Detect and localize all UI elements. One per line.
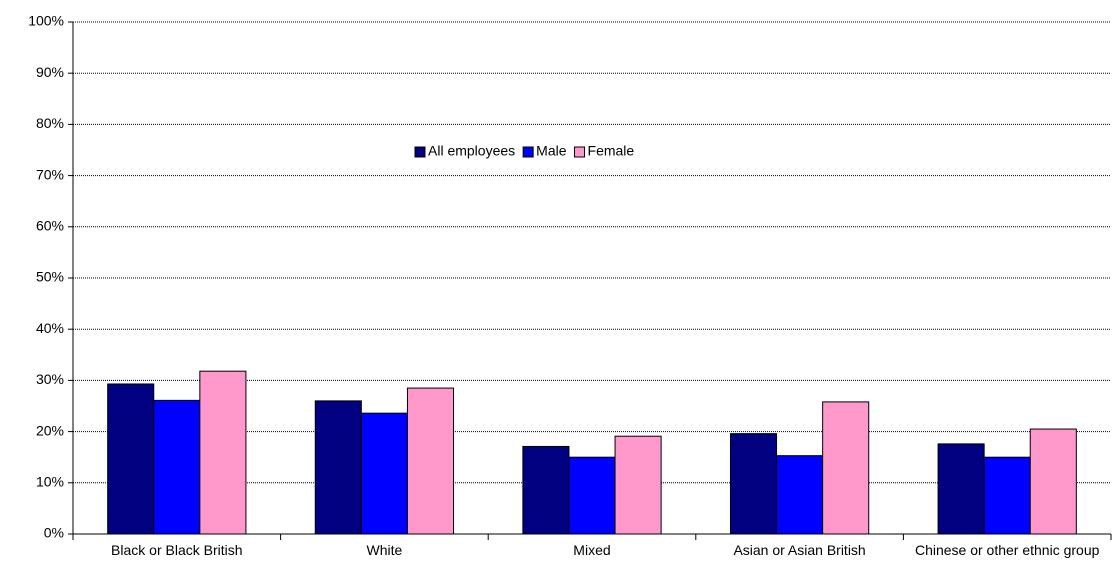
x-tick-label: Black or Black British [111,542,243,558]
x-tick-label: Asian or Asian British [733,542,866,558]
bar [406,387,455,535]
y-tick-label: 80% [36,115,64,131]
bar [360,412,408,535]
bar [199,370,247,535]
legend: All employees Male Female [414,143,635,159]
bar [153,399,201,535]
bar [822,401,870,535]
legend-label: Male [536,143,567,159]
legend-swatch [414,146,426,158]
bar [107,383,155,535]
bar [522,445,570,535]
bar [1029,428,1077,535]
x-tick-label: Mixed [573,542,611,558]
y-tick-label: 50% [36,269,64,285]
legend-label: Female [588,143,635,159]
y-tick-label: 100% [28,13,64,29]
y-tick-label: 30% [36,371,64,387]
y-tick-label: 70% [36,166,64,182]
bar [614,435,662,535]
legend-label: All employees [428,143,515,159]
x-tick-label: White [366,542,403,558]
legend-swatch [522,146,534,158]
y-tick-label: 10% [36,474,64,490]
bar [983,456,1031,535]
bar [314,400,362,535]
y-tick-label: 0% [44,525,64,541]
y-tick-label: 40% [36,320,64,336]
y-tick-label: 90% [36,64,64,80]
y-tick-label: 20% [36,422,64,438]
bar [937,443,985,535]
y-tick-label: 60% [36,218,64,234]
bar [776,455,824,535]
x-tick-label: Chinese or other ethnic group [914,542,1100,558]
bar [729,433,778,535]
bar [568,456,616,535]
legend-swatch [574,146,586,158]
